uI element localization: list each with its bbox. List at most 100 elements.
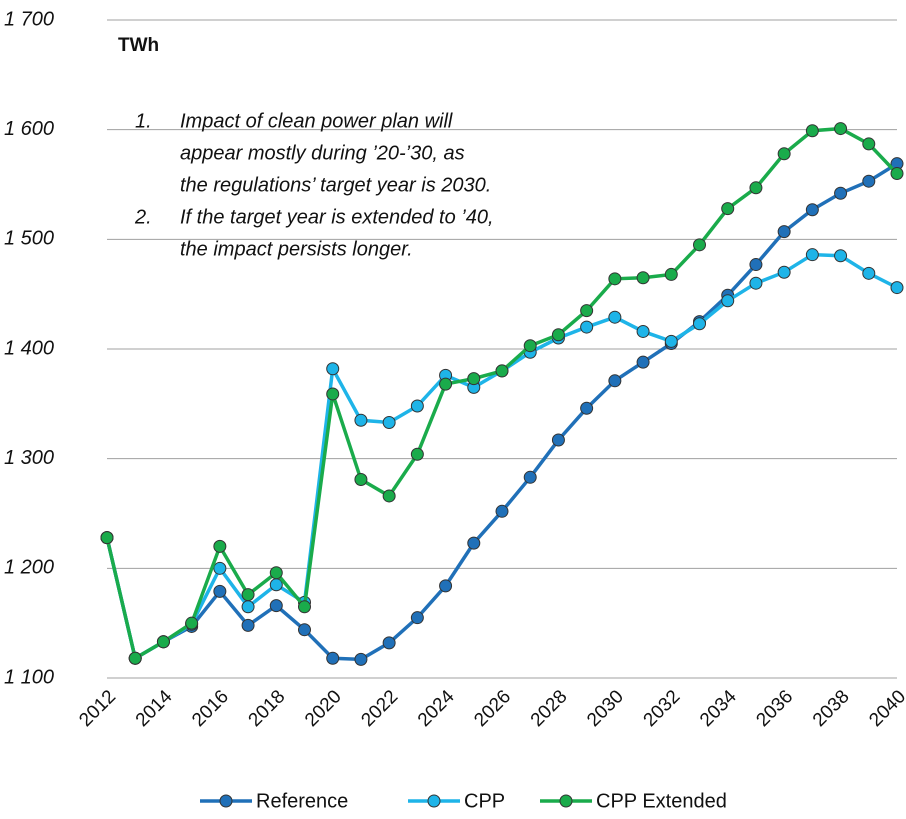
point [721, 294, 735, 308]
point [298, 623, 311, 637]
point [890, 167, 904, 181]
point [410, 399, 424, 413]
point [382, 415, 396, 429]
y-axis-label: TWh [118, 35, 159, 56]
y-tick-label: 1 600 [4, 118, 54, 140]
point [551, 328, 565, 342]
point [580, 304, 594, 318]
point [693, 238, 706, 252]
point [523, 470, 537, 484]
point [269, 566, 283, 580]
x-tick-label: 2032 [640, 686, 685, 731]
x-tick-label: 2024 [414, 686, 459, 731]
point [777, 225, 791, 239]
x-tick-label: 2036 [752, 686, 797, 731]
x-tick-label: 2016 [188, 686, 233, 731]
point [269, 599, 283, 613]
point [439, 377, 453, 391]
point [241, 618, 255, 632]
annotation-text: the regulations’ target year is 2030. [180, 174, 491, 196]
annotation-marker: 1. [135, 110, 152, 132]
point [862, 137, 876, 151]
x-tick-label: 2026 [470, 686, 515, 731]
point [213, 539, 227, 553]
y-tick-label: 1 700 [4, 8, 54, 30]
point [354, 652, 368, 666]
annotation-marker: 2. [134, 206, 152, 228]
y-tick-label: 1 400 [4, 337, 54, 359]
point [664, 267, 678, 281]
point [777, 265, 791, 279]
x-tick-label: 2040 [865, 686, 906, 731]
x-tick-label: 2038 [809, 686, 854, 731]
point [156, 635, 170, 649]
y-tick-label: 1 100 [4, 666, 54, 688]
point [354, 473, 368, 487]
point [298, 600, 311, 614]
legend-label: CPP Extended [596, 790, 727, 812]
legend-marker [427, 794, 441, 808]
point [213, 561, 227, 575]
point [241, 588, 255, 602]
point [241, 600, 255, 614]
point [608, 272, 622, 286]
point [805, 124, 819, 138]
point [834, 122, 848, 136]
point [580, 320, 594, 334]
x-tick-label: 2014 [132, 686, 177, 731]
point [777, 147, 791, 161]
legend-marker [559, 794, 573, 808]
point [354, 413, 368, 427]
x-tick-label: 2020 [301, 686, 346, 731]
x-tick-label: 2018 [245, 686, 290, 731]
y-tick-label: 1 500 [4, 228, 54, 250]
point [495, 504, 509, 518]
annotation-text: Impact of clean power plan will [180, 110, 453, 132]
point [693, 317, 706, 331]
point [636, 355, 650, 369]
y-tick-label: 1 300 [4, 447, 54, 469]
point [269, 578, 283, 592]
x-tick-label: 2028 [527, 686, 572, 731]
point [834, 249, 848, 263]
point [805, 203, 819, 217]
legend-marker [219, 794, 233, 808]
point [326, 387, 340, 401]
point [100, 531, 114, 545]
point [749, 181, 763, 195]
point [410, 447, 424, 461]
point [326, 362, 340, 376]
point [805, 248, 819, 262]
legend-label: CPP [464, 790, 505, 812]
x-tick-label: 2012 [75, 686, 120, 731]
point [608, 374, 622, 388]
point [326, 651, 340, 665]
point [495, 364, 509, 378]
point [608, 310, 622, 324]
point [749, 258, 763, 272]
x-tick-label: 2022 [357, 686, 402, 731]
point [890, 281, 904, 295]
point [580, 401, 594, 415]
point [664, 334, 678, 348]
point [185, 616, 199, 630]
point [862, 174, 876, 188]
x-tick-label: 2034 [696, 686, 741, 731]
point [439, 579, 453, 593]
point [523, 339, 537, 353]
x-tick-label: 2030 [583, 686, 628, 731]
annotation-text: appear mostly during ’20-’30, as [180, 142, 465, 164]
point [382, 489, 396, 503]
point [834, 186, 848, 200]
point [636, 324, 650, 338]
point [382, 636, 396, 650]
point [721, 202, 735, 216]
point [213, 584, 227, 598]
annotation-text: the impact persists longer. [180, 238, 413, 260]
point [636, 271, 650, 285]
annotation-text: If the target year is extended to ’40, [180, 206, 494, 228]
legend-label: Reference [256, 790, 348, 812]
point [128, 651, 142, 665]
point [467, 536, 481, 550]
